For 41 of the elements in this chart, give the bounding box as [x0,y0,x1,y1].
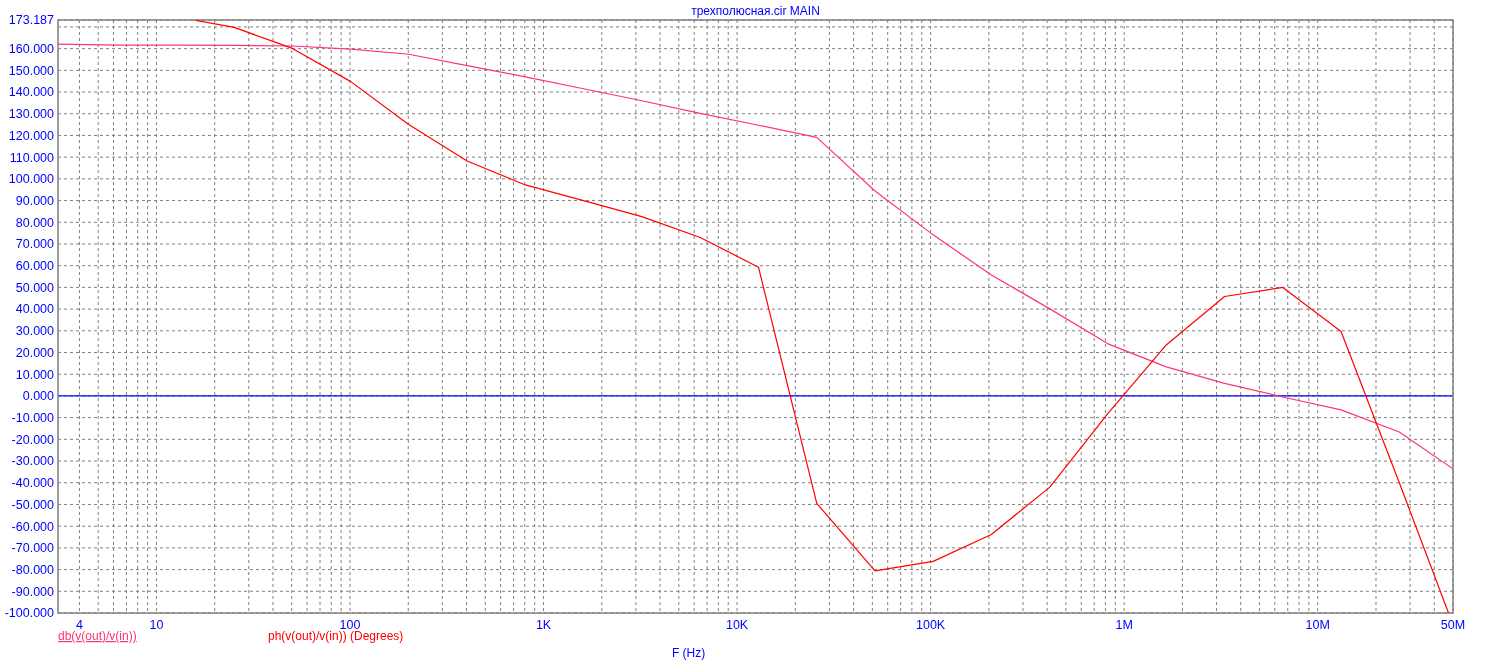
y-tick-label: -50.000 [11,497,55,512]
y-tick-label: -70.000 [11,541,55,556]
y-tick-label: 30.000 [15,324,55,339]
y-tick-label: 60.000 [15,259,55,274]
y-tick-label: -30.000 [11,454,55,469]
x-tick-label: 1M [1115,618,1133,632]
y-tick-label: -20.000 [11,432,55,447]
y-tick-label: 130.000 [8,107,55,122]
x-axis-title: F (Hz) [671,646,706,660]
y-tick-label: 110.000 [9,150,55,165]
y-tick-label: 173.187 [8,13,55,28]
y-tick-label: -80.000 [11,562,55,577]
x-tick-label: 10M [1305,618,1330,632]
y-tick-label: 80.000 [15,215,55,230]
y-tick-label: -40.000 [11,476,55,491]
x-tick-label: 10 [149,618,164,632]
y-tick-label: 150.000 [8,63,55,78]
y-tick-label: 90.000 [15,193,55,208]
y-tick-label: 40.000 [15,302,55,317]
y-tick-label: -60.000 [11,519,55,534]
x-tick-label: 100K [916,618,946,632]
y-tick-label: 10.000 [15,367,55,382]
y-tick-label: -10.000 [11,411,55,426]
x-tick-label: 50M [1440,618,1466,632]
y-tick-label: 70.000 [15,237,55,252]
y-tick-label: -90.000 [11,584,55,599]
x-tick-label: 4 [75,618,83,632]
y-tick-label: 100.000 [8,172,55,187]
text: db(v(out)/v(in)) [58,629,137,643]
y-tick-label: -100.000 [4,606,55,621]
x-tick-label: 1K [535,618,552,632]
y-tick-label: 140.000 [8,85,55,100]
x-tick-label: 100 [339,618,361,632]
y-tick-label: 0.000 [22,389,55,404]
y-tick-label: 50.000 [15,280,55,295]
y-tick-label: 160.000 [8,42,55,56]
x-tick-label: 10K [725,618,749,632]
y-tick-label: 20.000 [15,345,55,360]
y-tick-label: 120.000 [8,128,55,143]
chart-title: трехполюсная.cir MAIN [691,4,820,18]
text: ph(v(out)/v(in)) (Degrees) [268,629,404,643]
